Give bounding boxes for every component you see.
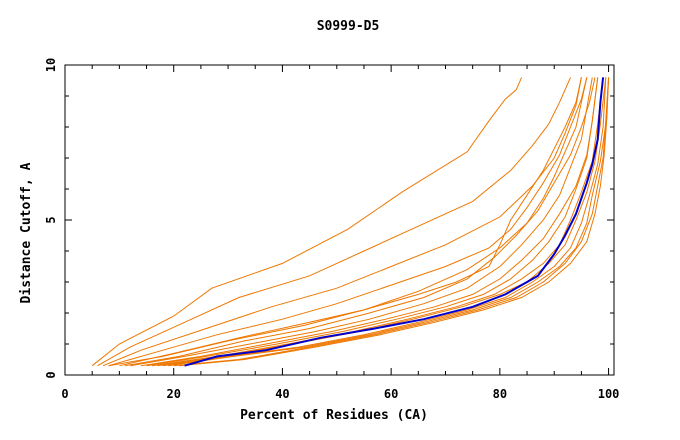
chart-title: S0999-D5 <box>317 19 380 34</box>
model-series-line-12 <box>168 77 610 367</box>
y-tick-label: 0 <box>44 371 58 378</box>
x-tick-label: 0 <box>61 387 68 401</box>
x-axis-label: Percent of Residues (CA) <box>240 408 428 423</box>
model-series-line-15 <box>108 77 588 367</box>
model-series-line-14 <box>179 77 610 367</box>
model-series-line-7 <box>141 77 599 367</box>
model-series-line-16 <box>124 77 596 367</box>
axis-layer: 0 20 40 60 80 100 0 5 10 <box>44 58 619 401</box>
highlight-layer <box>184 77 605 367</box>
model-series-line-9 <box>151 77 604 367</box>
series-layer <box>91 77 610 367</box>
x-tick-label: 20 <box>166 387 180 401</box>
x-tick-label: 40 <box>275 387 289 401</box>
x-tick-label: 100 <box>598 387 620 401</box>
model-series-line-5 <box>119 77 582 367</box>
model-series-line-3 <box>102 77 582 367</box>
plot-frame <box>64 64 615 376</box>
y-tick-label: 10 <box>44 58 58 72</box>
model-series-line-2 <box>97 77 571 367</box>
model-series-line-1 <box>91 77 523 367</box>
y-axis-label: Distance Cutoff, A <box>19 162 34 303</box>
model-series-line-4 <box>108 77 588 367</box>
highlight-series-line <box>184 77 605 367</box>
model-series-line-13 <box>173 77 610 367</box>
model-series-line-11 <box>162 77 607 367</box>
model-series-line-8 <box>146 77 599 367</box>
model-series-line-6 <box>130 77 593 367</box>
x-tick-label: 60 <box>384 387 398 401</box>
x-tick-label: 80 <box>493 387 507 401</box>
y-tick-label: 5 <box>44 216 58 223</box>
